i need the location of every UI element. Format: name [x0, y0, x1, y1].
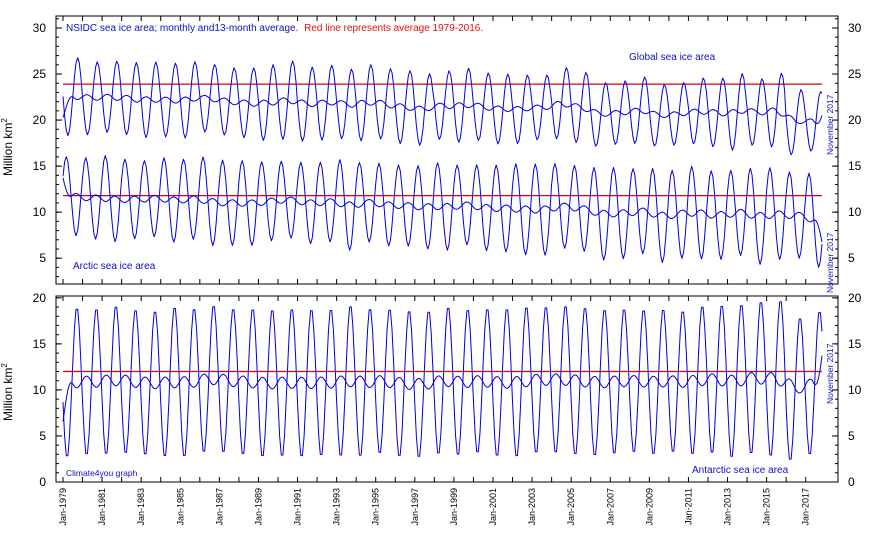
global-monthly-line: [62, 57, 823, 156]
global-13-month-average-line: [62, 93, 823, 125]
arctic-monthly-line: [62, 155, 823, 268]
y-tick-label-left: 15: [33, 337, 47, 351]
x-tick-label: Jan-2001: [488, 488, 498, 526]
x-tick-label: Jan-1991: [293, 488, 303, 526]
x-tick-label: Jan-1999: [449, 488, 459, 526]
y-tick-label-right: 5: [848, 251, 855, 265]
x-tick-label: Jan-1995: [371, 488, 381, 526]
axis-ticks: [56, 16, 838, 483]
y-tick-label-right: 15: [848, 337, 862, 351]
y-tick-label-left: 30: [33, 21, 47, 35]
y-tick-label-left: 5: [39, 251, 46, 265]
y-tick-label-left: 5: [39, 429, 46, 443]
y-tick-label-left: 10: [33, 205, 47, 219]
y-tick-label-left: 10: [33, 383, 47, 397]
upper-y-axis-sup: 2: [0, 118, 9, 123]
x-tick-label: Jan-2009: [644, 488, 654, 526]
arctic-series-label: Arctic sea ice area: [73, 261, 156, 272]
y-tick-label-right: 5: [848, 429, 855, 443]
y-tick-label-left: 0: [39, 475, 46, 489]
chart-title-part1: NSIDC sea ice area; monthly and13-month …: [66, 23, 298, 34]
x-tick-label: Jan-2015: [762, 488, 772, 526]
x-tick-label: Jan-2005: [566, 488, 576, 526]
credit-label: Climate4you graph: [66, 468, 138, 478]
y-tick-label-right: 10: [848, 205, 862, 219]
y-tick-label-right: 20: [848, 291, 862, 305]
lower-y-axis-sup: 2: [0, 363, 9, 368]
x-tick-label: Jan-1983: [136, 488, 146, 526]
x-tick-label: Jan-2013: [723, 488, 733, 526]
y-tick-label-left: 20: [33, 291, 47, 305]
upper-panel-frame: [55, 15, 839, 285]
tick-labels: 5 5 10 10 15 15 20 20 25 25 30 30 0 0 5 5 10 10 15 15 20 20 Ja…: [33, 21, 862, 526]
y-tick-label-left: 25: [33, 67, 47, 81]
x-tick-label: Jan-2007: [605, 488, 615, 526]
arctic-13-month-average-line: [62, 177, 823, 243]
end-label-arctic: November 2017: [825, 232, 835, 293]
lower-y-axis-units: Million km: [1, 368, 15, 421]
antarctic-series-label: Antarctic sea ice area: [692, 465, 789, 476]
end-label-antarctic: November 2017: [825, 343, 835, 404]
data-series: [62, 57, 823, 460]
x-tick-label: Jan-1989: [253, 488, 263, 526]
x-tick-label: Jan-2003: [527, 488, 537, 526]
x-tick-label: Jan-1985: [175, 488, 185, 526]
global-series-label: Global sea ice area: [629, 52, 716, 63]
x-tick-label: Jan-2017: [801, 488, 811, 526]
lower-panel-frame: [55, 295, 839, 483]
y-tick-label-right: 30: [848, 21, 862, 35]
y-tick-label-right: 10: [848, 383, 862, 397]
end-label-global: November 2017: [825, 94, 835, 155]
x-tick-label: Jan-1993: [332, 488, 342, 526]
y-tick-label-right: 15: [848, 159, 862, 173]
x-tick-label: Jan-1987: [214, 488, 224, 526]
x-tick-label: Jan-2011: [683, 488, 693, 525]
y-tick-label-left: 20: [33, 113, 47, 127]
antarctic-monthly-line: [62, 301, 823, 460]
x-tick-label: Jan-1979: [58, 488, 68, 526]
x-tick-label: Jan-1997: [410, 488, 420, 526]
y-tick-label-right: 25: [848, 67, 862, 81]
chart-title: NSIDC sea ice area; monthly and13-month …: [66, 23, 483, 34]
y-tick-label-left: 15: [33, 159, 47, 173]
y-tick-label-right: 20: [848, 113, 862, 127]
x-tick-label: Jan-1981: [97, 488, 107, 526]
antarctic-13-month-average-line: [62, 355, 823, 422]
y-tick-label-right: 0: [848, 475, 855, 489]
lower-y-axis-title: Million km2: [0, 363, 15, 421]
chart-title-part2: Red line represents average 1979-2016.: [304, 23, 483, 34]
upper-y-axis-units: Million km: [1, 123, 15, 176]
upper-y-axis-title: Million km2: [0, 118, 15, 176]
